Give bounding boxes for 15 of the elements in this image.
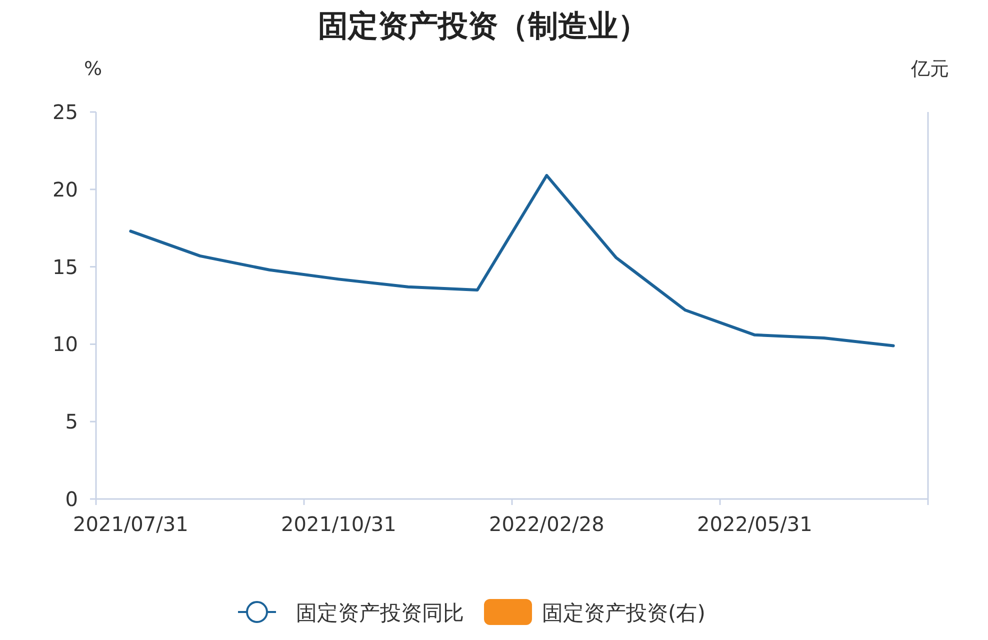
y-tick-label: 25 — [52, 100, 78, 124]
y-tick-label: 20 — [52, 177, 78, 202]
legend-label: 固定资产投资(右) — [542, 601, 706, 625]
x-tick-label: 2022/02/28 — [489, 512, 604, 536]
y-tick-label: 0 — [65, 487, 78, 511]
y-tick-label: 5 — [65, 410, 78, 434]
x-tick-label: 2021/07/31 — [73, 512, 188, 536]
x-tick-label: 2021/10/31 — [281, 512, 396, 536]
legend-label: 固定资产投资同比 — [296, 601, 464, 625]
x-tick-label: 2022/05/31 — [697, 512, 812, 536]
y-tick-label: 15 — [52, 254, 78, 279]
y2-axis-title: 亿元 — [910, 58, 949, 80]
y-tick-label: 10 — [52, 332, 78, 356]
y-axis-title: % — [84, 58, 102, 80]
chart-title: 固定资产投资（制造业） — [318, 9, 648, 44]
